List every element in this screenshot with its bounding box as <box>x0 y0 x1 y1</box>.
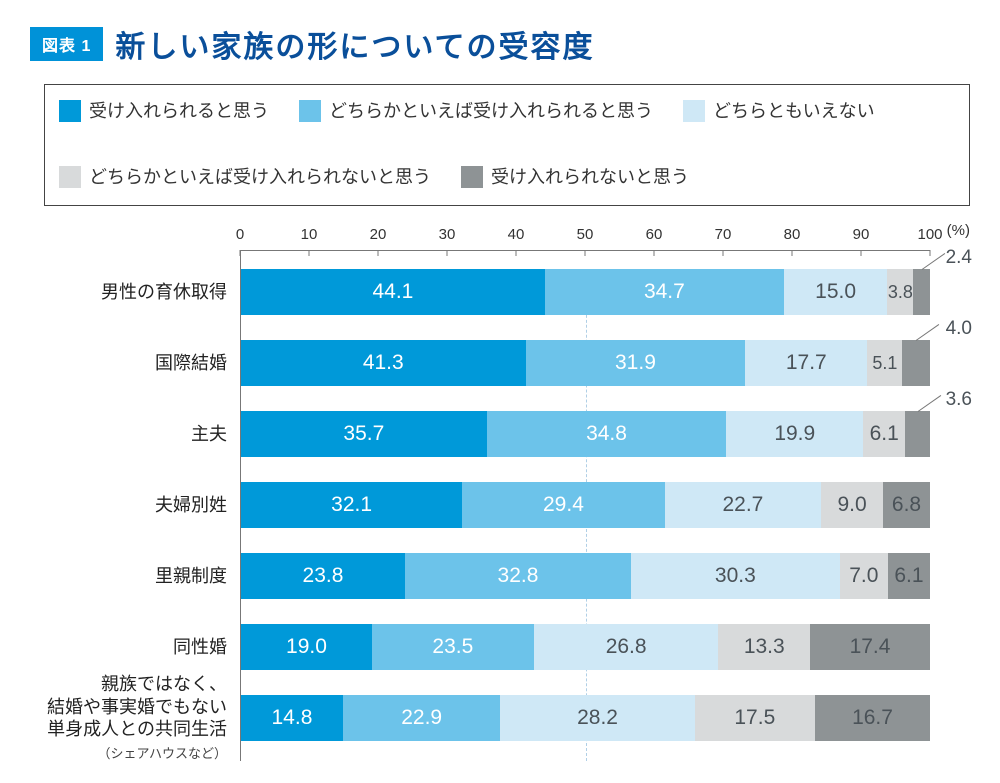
bar-segment <box>913 269 930 315</box>
legend-label: どちらかといえば受け入れられないと思う <box>89 159 431 195</box>
bar-segment: 44.1 <box>241 269 545 315</box>
legend-label: どちらかといえば受け入れられると思う <box>329 93 653 129</box>
bar-segment: 9.0 <box>821 482 883 528</box>
bar-row: 夫婦別姓32.129.422.79.06.8 <box>241 482 930 528</box>
bar-row: 同性婚19.023.526.813.317.4 <box>241 624 930 670</box>
bar-segment: 6.8 <box>883 482 930 528</box>
bar-segment: 28.2 <box>500 695 694 741</box>
bar-segment: 3.8 <box>887 269 913 315</box>
stacked-bar: 14.822.928.217.516.7 <box>241 695 930 741</box>
bar-segment: 34.8 <box>487 411 727 457</box>
row-label: 男性の育休取得 <box>17 281 241 304</box>
bar-segment: 17.4 <box>810 624 930 670</box>
bar-segment: 32.1 <box>241 482 462 528</box>
bar-row: 里親制度23.832.830.37.06.1 <box>241 553 930 599</box>
stacked-bar: 19.023.526.813.317.4 <box>241 624 930 670</box>
axis-tick: 0 <box>236 226 244 243</box>
bar-segment: 6.1 <box>888 553 930 599</box>
bar-segment: 29.4 <box>462 482 665 528</box>
bar-row: 国際結婚41.331.917.75.14.0 <box>241 340 930 386</box>
legend-item: 受け入れられると思う <box>59 93 269 129</box>
axis-tick: 100 <box>917 226 942 243</box>
bar-segment: 19.9 <box>726 411 863 457</box>
bar-segment <box>902 340 930 386</box>
legend-item: 受け入れられないと思う <box>461 159 689 195</box>
axis-tick: 10 <box>301 226 318 243</box>
bar-segment: 26.8 <box>534 624 719 670</box>
figure-badge: 図表 1 <box>30 27 103 61</box>
row-label: 主夫 <box>17 423 241 446</box>
axis-tick: 40 <box>508 226 525 243</box>
legend-label: 受け入れられると思う <box>89 93 269 129</box>
bar-segment: 41.3 <box>241 340 526 386</box>
bar-segment: 31.9 <box>526 340 746 386</box>
axis-tick: 20 <box>370 226 387 243</box>
legend-item: どちらかといえば受け入れられると思う <box>299 93 653 129</box>
bar-segment: 17.7 <box>745 340 867 386</box>
row-label: 里親制度 <box>17 565 241 588</box>
bar-segment: 16.7 <box>815 695 930 741</box>
callout-leader <box>917 395 941 412</box>
legend: 受け入れられると思う どちらかといえば受け入れられると思う どちらともいえないどちら… <box>44 84 970 206</box>
legend-label: 受け入れられないと思う <box>491 159 689 195</box>
legend-swatch <box>461 166 483 188</box>
bar-segment: 6.1 <box>863 411 905 457</box>
axis-tick: 30 <box>439 226 456 243</box>
bar-segment: 22.7 <box>665 482 821 528</box>
callout-leader <box>916 324 940 341</box>
axis-tick: 50 <box>577 226 594 243</box>
legend-item: どちらかといえば受け入れられないと思う <box>59 159 431 195</box>
bar-row: 親族ではなく、結婚や事実婚でもない単身成人との共同生活（シェアハウスなど）14.… <box>241 695 930 741</box>
callout-label: 3.6 <box>946 389 972 411</box>
bar-segment: 30.3 <box>631 553 840 599</box>
bar-row: 男性の育休取得44.134.715.03.82.4 <box>241 269 930 315</box>
callout-label: 2.4 <box>946 247 972 269</box>
axis-tick: 80 <box>784 226 801 243</box>
chart: (%) 0102030405060708090100 男性の育休取得44.134… <box>240 226 930 761</box>
row-label: 夫婦別姓 <box>17 494 241 517</box>
axis-tick: 60 <box>646 226 663 243</box>
bar-segment: 5.1 <box>867 340 902 386</box>
stacked-bar: 44.134.715.03.8 <box>241 269 930 315</box>
bar-segment: 17.5 <box>695 695 815 741</box>
stacked-bar: 41.331.917.75.1 <box>241 340 930 386</box>
bar-segment: 14.8 <box>241 695 343 741</box>
chart-header: 図表 1 新しい家族の形についての受容度 <box>30 22 970 66</box>
legend-swatch <box>59 166 81 188</box>
bar-segment: 13.3 <box>718 624 810 670</box>
bar-segment: 23.5 <box>372 624 534 670</box>
stacked-bar: 32.129.422.79.06.8 <box>241 482 930 528</box>
bar-segment: 22.9 <box>343 695 501 741</box>
legend-label: どちらともいえない <box>713 93 875 129</box>
row-label: 同性婚 <box>17 636 241 659</box>
callout-label: 4.0 <box>946 318 972 340</box>
row-label: 親族ではなく、結婚や事実婚でもない単身成人との共同生活（シェアハウスなど） <box>17 673 241 763</box>
bar-row: 主夫35.734.819.96.13.6 <box>241 411 930 457</box>
bar-segment: 7.0 <box>840 553 888 599</box>
chart-title: 新しい家族の形についての受容度 <box>115 22 594 66</box>
bar-segment: 15.0 <box>784 269 887 315</box>
legend-item: どちらともいえない <box>683 93 875 129</box>
stacked-bar: 23.832.830.37.06.1 <box>241 553 930 599</box>
axis-unit: (%) <box>947 222 970 239</box>
bar-segment <box>905 411 930 457</box>
x-axis: (%) 0102030405060708090100 <box>240 226 930 251</box>
stacked-bar: 35.734.819.96.1 <box>241 411 930 457</box>
bar-segment: 34.7 <box>545 269 784 315</box>
bar-segment: 35.7 <box>241 411 487 457</box>
callout-leader <box>921 253 945 270</box>
legend-swatch <box>299 100 321 122</box>
bar-segment: 23.8 <box>241 553 405 599</box>
axis-tick: 70 <box>715 226 732 243</box>
legend-swatch <box>59 100 81 122</box>
legend-swatch <box>683 100 705 122</box>
bar-segment: 32.8 <box>405 553 631 599</box>
axis-tick: 90 <box>853 226 870 243</box>
bar-segment: 19.0 <box>241 624 372 670</box>
row-label: 国際結婚 <box>17 352 241 375</box>
bar-rows: 男性の育休取得44.134.715.03.82.4 国際結婚41.331.917.… <box>240 251 930 761</box>
